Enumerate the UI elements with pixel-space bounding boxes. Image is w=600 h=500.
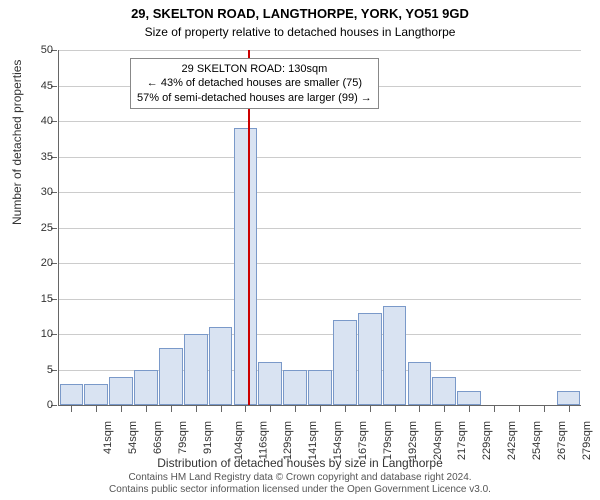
y-tick-label: 35	[41, 151, 53, 163]
x-tick-label: 204sqm	[432, 421, 444, 460]
gridline	[59, 299, 581, 300]
bar	[383, 306, 407, 405]
x-tick-label: 154sqm	[332, 421, 344, 460]
x-tick-label: 167sqm	[357, 421, 369, 460]
gridline	[59, 263, 581, 264]
x-tick-label: 192sqm	[407, 421, 419, 460]
x-tick-label: 242sqm	[506, 421, 518, 460]
y-tick-label: 50	[41, 44, 53, 56]
copyright-line1: Contains HM Land Registry data © Crown c…	[0, 472, 600, 484]
gridline	[59, 157, 581, 158]
copyright: Contains HM Land Registry data © Crown c…	[0, 472, 600, 496]
gridline	[59, 192, 581, 193]
gridline	[59, 50, 581, 51]
bar	[60, 384, 84, 405]
y-tick-label: 45	[41, 80, 53, 92]
y-tick-label: 20	[41, 257, 53, 269]
y-tick-label: 15	[41, 293, 53, 305]
chart-container: 29, SKELTON ROAD, LANGTHORPE, YORK, YO51…	[0, 0, 600, 500]
gridline	[59, 121, 581, 122]
bar	[159, 348, 183, 405]
x-tick-label: 254sqm	[531, 421, 543, 460]
y-tick-label: 30	[41, 186, 53, 198]
bar	[283, 370, 307, 406]
y-axis-label: Number of detached properties	[10, 60, 24, 225]
annotation-line3: 57% of semi-detached houses are larger (…	[137, 91, 372, 105]
x-tick-label: 179sqm	[382, 421, 394, 460]
bar	[134, 370, 158, 406]
y-tick-label: 0	[47, 399, 53, 411]
bar	[557, 391, 581, 405]
chart-subtitle: Size of property relative to detached ho…	[0, 23, 600, 39]
annotation-line1: 29 SKELTON ROAD: 130sqm	[137, 62, 372, 76]
bar	[109, 377, 133, 405]
bar	[358, 313, 382, 405]
x-axis-label: Distribution of detached houses by size …	[0, 456, 600, 470]
x-tick-label: 66sqm	[152, 421, 164, 454]
x-tick-label: 141sqm	[307, 421, 319, 460]
x-tick-label: 116sqm	[257, 421, 269, 459]
bar	[258, 362, 282, 405]
gridline	[59, 228, 581, 229]
y-tick-label: 25	[41, 222, 53, 234]
y-tick-label: 40	[41, 115, 53, 127]
x-tick-label: 104sqm	[233, 421, 245, 460]
x-tick-label: 79sqm	[177, 421, 189, 454]
annotation-line2: ← 43% of detached houses are smaller (75…	[137, 76, 372, 90]
x-tick-label: 41sqm	[102, 421, 114, 454]
y-tick-label: 5	[47, 364, 53, 376]
bar	[308, 370, 332, 406]
bar	[457, 391, 481, 405]
bar	[84, 384, 108, 405]
bar	[184, 334, 208, 405]
x-tick-label: 217sqm	[457, 421, 469, 460]
x-tick-label: 129sqm	[283, 421, 295, 460]
bar	[432, 377, 456, 405]
y-tick-label: 10	[41, 328, 53, 340]
bar	[333, 320, 357, 405]
bar	[234, 128, 258, 405]
gridline	[59, 334, 581, 335]
chart-area: 0510152025303540455041sqm54sqm66sqm79sqm…	[58, 50, 580, 405]
x-tick-label: 91sqm	[202, 421, 214, 454]
x-tick-label: 229sqm	[481, 421, 493, 460]
annotation-box: 29 SKELTON ROAD: 130sqm ← 43% of detache…	[130, 58, 379, 109]
x-tick-label: 54sqm	[127, 421, 139, 454]
x-tick-label: 279sqm	[581, 421, 593, 460]
bar	[408, 362, 432, 405]
copyright-line2: Contains public sector information licen…	[0, 484, 600, 496]
x-tick-label: 267sqm	[556, 421, 568, 460]
bar	[209, 327, 233, 405]
chart-title: 29, SKELTON ROAD, LANGTHORPE, YORK, YO51…	[0, 0, 600, 23]
